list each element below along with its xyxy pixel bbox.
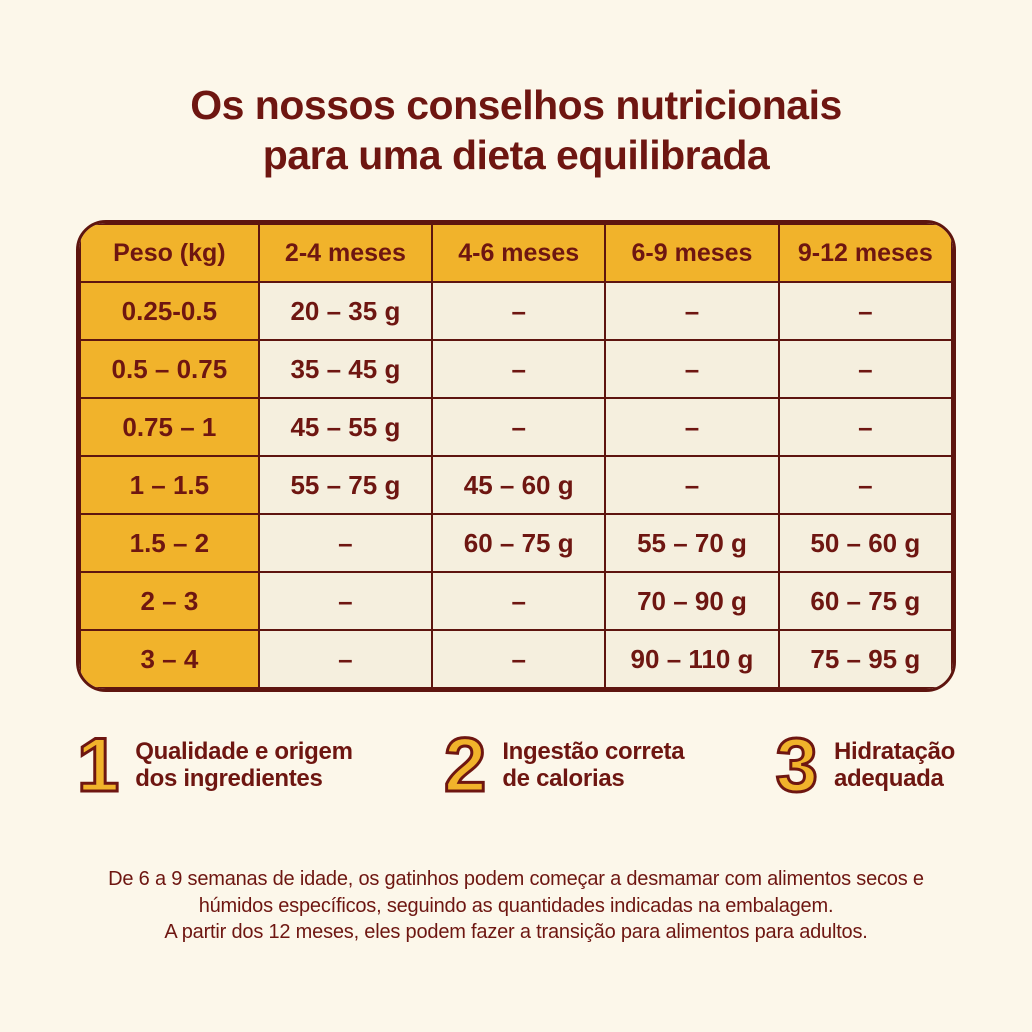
- value-cell: –: [257, 571, 434, 632]
- header-2-4-meses: 2-4 meses: [257, 223, 434, 284]
- tip-calories: 2 Ingestão correta de calorias: [443, 723, 685, 809]
- value-cell: –: [431, 281, 607, 342]
- weight-cell: 0.75 – 1: [79, 397, 260, 458]
- header-9-12-meses: 9-12 meses: [777, 223, 953, 284]
- tip-2-line-1: Ingestão correta: [502, 738, 685, 766]
- feeding-table: Peso (kg) 2-4 meses 4-6 meses 6-9 meses …: [76, 220, 956, 693]
- value-cell: –: [604, 339, 780, 400]
- table-header-row: Peso (kg) 2-4 meses 4-6 meses 6-9 meses …: [79, 223, 953, 284]
- value-cell: –: [604, 455, 780, 516]
- value-cell: –: [257, 513, 434, 574]
- tip-1-line-1: Qualidade e origem: [135, 738, 353, 766]
- header-4-6-meses: 4-6 meses: [431, 223, 607, 284]
- table-row: 2 – 3 – – 70 – 90 g 60 – 75 g: [79, 571, 953, 632]
- weight-cell: 0.25-0.5: [79, 281, 260, 342]
- value-cell: –: [431, 397, 607, 458]
- title-line-2: para uma dieta equilibrada: [262, 132, 770, 179]
- value-cell: 75 – 95 g: [777, 629, 953, 690]
- tip-2-number: 2: [443, 723, 488, 809]
- value-cell: 90 – 110 g: [604, 629, 780, 690]
- table-row: 3 – 4 – – 90 – 110 g 75 – 95 g: [79, 629, 953, 690]
- table-row: 1.5 – 2 – 60 – 75 g 55 – 70 g 50 – 60 g: [79, 513, 953, 574]
- tip-quality: 1 Qualidade e origem dos ingredientes: [75, 723, 353, 809]
- value-cell: 60 – 75 g: [777, 571, 953, 632]
- footnote-line-1: De 6 a 9 semanas de idade, os gatinhos p…: [108, 868, 924, 891]
- value-cell: 60 – 75 g: [431, 513, 607, 574]
- tip-3-text: Hidratação adequada: [833, 738, 955, 793]
- value-cell: –: [431, 571, 607, 632]
- page-title: Os nossos conselhos nutricionais para um…: [0, 0, 1032, 180]
- tip-1-number: 1: [75, 723, 120, 809]
- value-cell: 35 – 45 g: [257, 339, 434, 400]
- header-weight: Peso (kg): [79, 223, 260, 284]
- value-cell: 50 – 60 g: [777, 513, 953, 574]
- value-cell: 45 – 60 g: [431, 455, 607, 516]
- value-cell: –: [257, 629, 434, 690]
- tip-2-line-2: de calorias: [502, 765, 625, 793]
- value-cell: –: [777, 397, 953, 458]
- tip-3-line-1: Hidratação: [833, 738, 955, 766]
- value-cell: –: [604, 397, 780, 458]
- weight-cell: 3 – 4: [79, 629, 260, 690]
- weight-cell: 1 – 1.5: [79, 455, 260, 516]
- value-cell: –: [777, 339, 953, 400]
- weight-cell: 1.5 – 2: [79, 513, 260, 574]
- table-row: 1 – 1.5 55 – 75 g 45 – 60 g – –: [79, 455, 953, 516]
- tip-3-line-2: adequada: [833, 765, 944, 793]
- tip-1-line-2: dos ingredientes: [135, 765, 323, 793]
- weight-cell: 2 – 3: [79, 571, 260, 632]
- weight-cell: 0.5 – 0.75: [79, 339, 260, 400]
- value-cell: –: [431, 339, 607, 400]
- value-cell: 55 – 75 g: [257, 455, 434, 516]
- table-row: 0.25-0.5 20 – 35 g – – –: [79, 281, 953, 342]
- table-row: 0.75 – 1 45 – 55 g – – –: [79, 397, 953, 458]
- tip-2-text: Ingestão correta de calorias: [502, 738, 685, 793]
- value-cell: 20 – 35 g: [257, 281, 434, 342]
- header-6-9-meses: 6-9 meses: [604, 223, 780, 284]
- footnote: De 6 a 9 semanas de idade, os gatinhos p…: [0, 866, 1032, 945]
- value-cell: –: [431, 629, 607, 690]
- value-cell: 45 – 55 g: [257, 397, 434, 458]
- title-line-1: Os nossos conselhos nutricionais: [190, 82, 842, 128]
- tip-hydration: 3 Hidratação adequada: [774, 723, 955, 809]
- nutrition-tips: 1 Qualidade e origem dos ingredientes 2 …: [75, 723, 955, 809]
- value-cell: 70 – 90 g: [604, 571, 780, 632]
- footnote-line-2: húmidos específicos, seguindo as quantid…: [198, 894, 834, 917]
- tip-3-number: 3: [774, 723, 819, 809]
- tip-1-text: Qualidade e origem dos ingredientes: [135, 738, 353, 793]
- footnote-line-3: A partir dos 12 meses, eles podem fazer …: [164, 921, 868, 944]
- table-row: 0.5 – 0.75 35 – 45 g – – –: [79, 339, 953, 400]
- value-cell: –: [777, 281, 953, 342]
- value-cell: –: [777, 455, 953, 516]
- value-cell: 55 – 70 g: [604, 513, 780, 574]
- value-cell: –: [604, 281, 780, 342]
